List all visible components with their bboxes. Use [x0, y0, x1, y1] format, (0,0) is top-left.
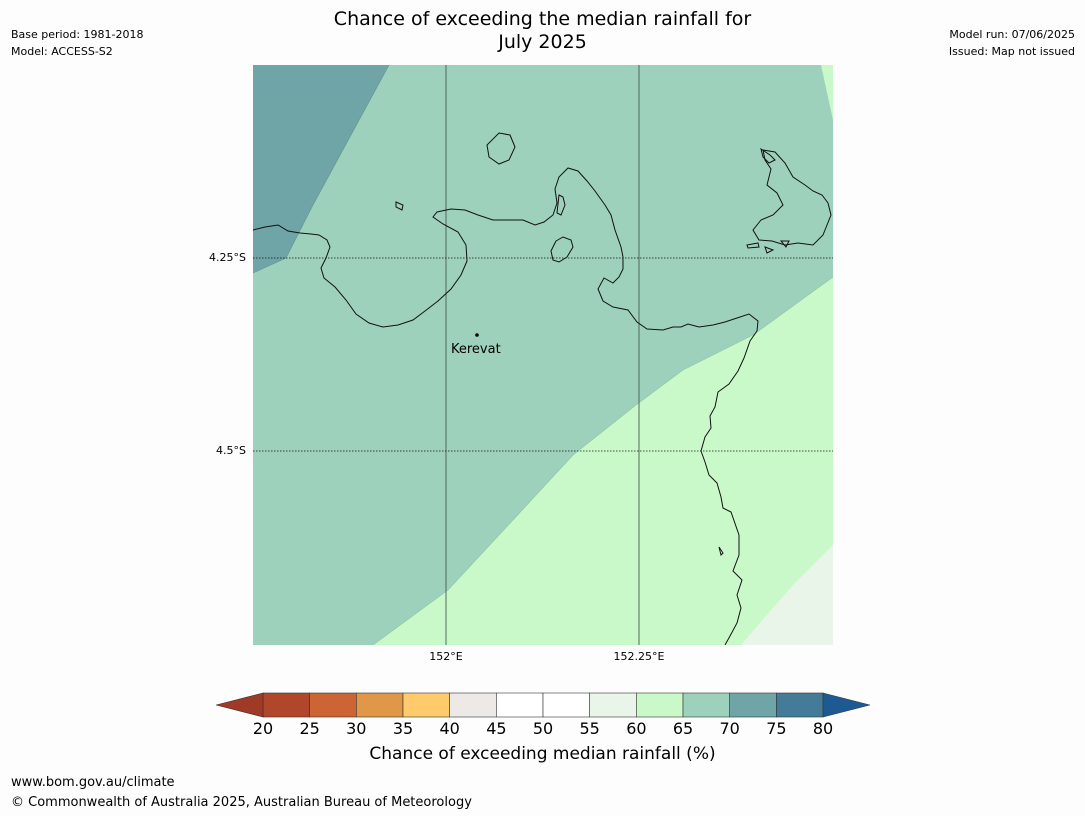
lon-label-152: 152°E — [429, 650, 463, 663]
zone-70-75 — [253, 65, 389, 273]
zone-55-60 — [741, 545, 833, 645]
colorbar-tick-label: 25 — [299, 719, 320, 738]
colorbar-segment — [356, 692, 404, 718]
colorbar-tick-label: 20 — [252, 719, 274, 738]
footer-website: www.bom.gov.au/climate — [11, 775, 175, 790]
colorbar-tick-label: 50 — [532, 719, 554, 738]
colorbar-segment — [449, 692, 497, 718]
title-line-1: Chance of exceeding the median rainfall … — [333, 8, 752, 30]
colorbar-tick-label: 65 — [672, 719, 694, 738]
coastline — [253, 132, 832, 645]
base-period: Base period: 1981-2018 — [11, 28, 144, 41]
model-info-left: Base period: 1981-2018 Model: ACCESS-S2 — [11, 26, 143, 60]
rainfall-map — [253, 65, 833, 645]
model-name: Model: ACCESS-S2 — [11, 45, 113, 58]
zone-60-65-corner — [821, 65, 833, 120]
contour-70 — [253, 65, 390, 274]
colorbar-tick-label: 60 — [626, 719, 647, 738]
colorbar-tick-label: 55 — [579, 719, 600, 738]
colorbar-underflow — [216, 692, 264, 718]
place-label-kerevat: Kerevat — [451, 342, 501, 357]
colorbar — [216, 692, 870, 718]
footer-copyright: © Commonwealth of Australia 2025, Austra… — [11, 795, 472, 810]
colorbar-segment — [682, 692, 730, 718]
colorbar-segment — [636, 692, 684, 718]
colorbar-tick-label: 30 — [346, 719, 367, 738]
title-line-2: July 2025 — [498, 31, 587, 53]
colorbar-tick-label: 35 — [392, 719, 414, 738]
colorbar-tick-label: 75 — [766, 719, 787, 738]
model-run: Model run: 07/06/2025 — [949, 28, 1075, 41]
kerevat-marker — [475, 333, 479, 337]
map-title: Chance of exceeding the median rainfall … — [0, 8, 1085, 54]
model-info-right: Model run: 07/06/2025 Issued: Map not is… — [949, 26, 1075, 60]
colorbar-overflow — [822, 692, 870, 718]
colorbar-label: Chance of exceeding median rainfall (%) — [369, 744, 716, 764]
colorbar-tick-label: 40 — [439, 719, 460, 738]
colorbar-segment — [729, 692, 777, 718]
colorbar-tick-label: 80 — [812, 719, 834, 738]
colorbar-segment — [309, 692, 357, 718]
colorbar-segment — [776, 692, 824, 718]
zone-60-65 — [373, 277, 833, 645]
contour-65 — [372, 276, 833, 645]
lat-label-4-5: 4.5°S — [216, 444, 246, 457]
colorbar-tick-label: 70 — [719, 719, 740, 738]
lon-label-152-25: 152.25°E — [613, 650, 665, 663]
colorbar-segment — [262, 692, 310, 718]
lat-label-4-25: 4.25°S — [209, 251, 246, 264]
map-canvas — [253, 65, 833, 645]
colorbar-segment — [496, 692, 544, 718]
colorbar-segment — [402, 692, 450, 718]
colorbar-segment — [589, 692, 637, 718]
colorbar-segment — [542, 692, 590, 718]
issued-status: Issued: Map not issued — [948, 45, 1075, 58]
colorbar-tick-label: 45 — [486, 719, 507, 738]
